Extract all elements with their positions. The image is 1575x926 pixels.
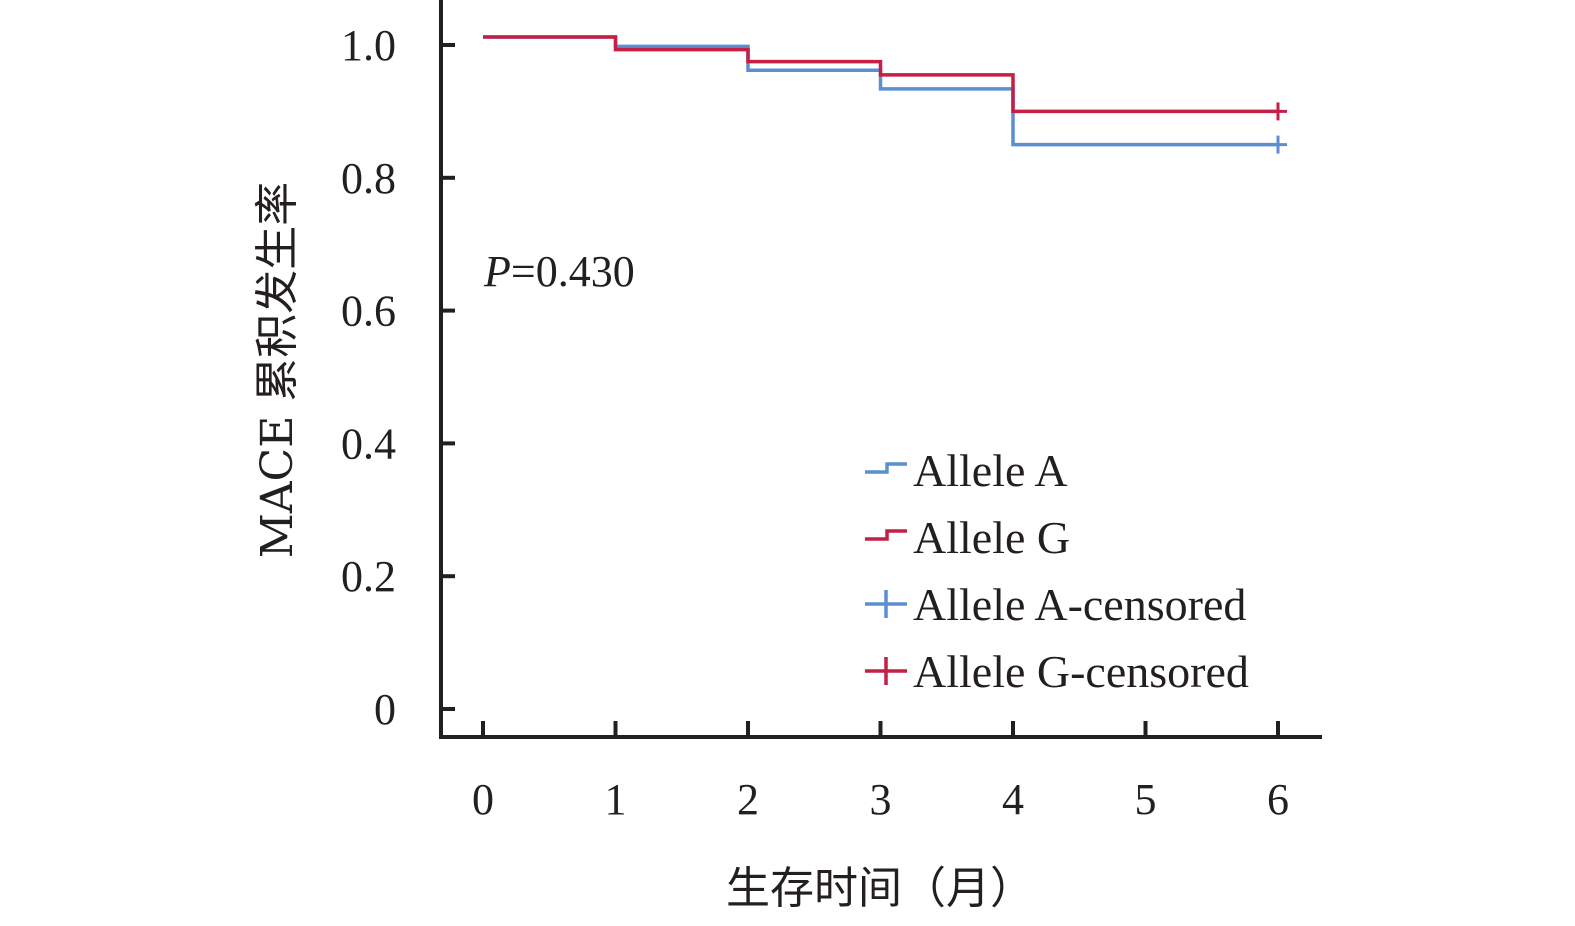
y-tick-label: 0.2 <box>341 552 396 601</box>
x-tick-label: 6 <box>1267 775 1289 824</box>
legend: Allele A Allele G Allele A-censored Allele … <box>865 445 1249 697</box>
series-line-allele-a <box>483 35 1278 147</box>
legend-label: Allele A <box>913 445 1068 496</box>
legend-label: Allele A-censored <box>913 579 1246 630</box>
x-tick-label: 2 <box>737 775 759 824</box>
x-tick-label: 1 <box>605 775 627 824</box>
legend-step-swatch <box>865 529 907 541</box>
x-tick-label: 0 <box>472 775 494 824</box>
p-value-italic: P <box>483 247 511 296</box>
x-axis-title: 生存时间（月） <box>726 863 1034 914</box>
series-layer <box>483 35 1287 154</box>
y-tick-label: 0 <box>374 685 396 734</box>
legend-label: Allele G-censored <box>913 646 1249 697</box>
y-tick-label: 0.4 <box>341 419 396 468</box>
x-tick-label: 3 <box>870 775 892 824</box>
legend-label: Allele G <box>913 512 1070 563</box>
y-axis-title: MACE 累积发生率 <box>252 182 303 559</box>
y-tick-label: 0.6 <box>341 287 396 336</box>
p-value-text: =0.430 <box>511 247 635 296</box>
y-tick-label: 1.0 <box>341 21 396 70</box>
x-ticks: 0 1 2 3 4 5 6 <box>472 721 1289 824</box>
x-tick-label: 5 <box>1135 775 1157 824</box>
y-ticks: 0 0.2 0.4 0.6 0.8 1.0 <box>341 21 455 734</box>
series-line-allele-g <box>483 35 1278 114</box>
y-tick-label: 0.8 <box>341 154 396 203</box>
p-value-annotation: P=0.430 <box>483 247 635 296</box>
legend-step-swatch <box>865 462 907 474</box>
x-tick-label: 4 <box>1002 775 1024 824</box>
